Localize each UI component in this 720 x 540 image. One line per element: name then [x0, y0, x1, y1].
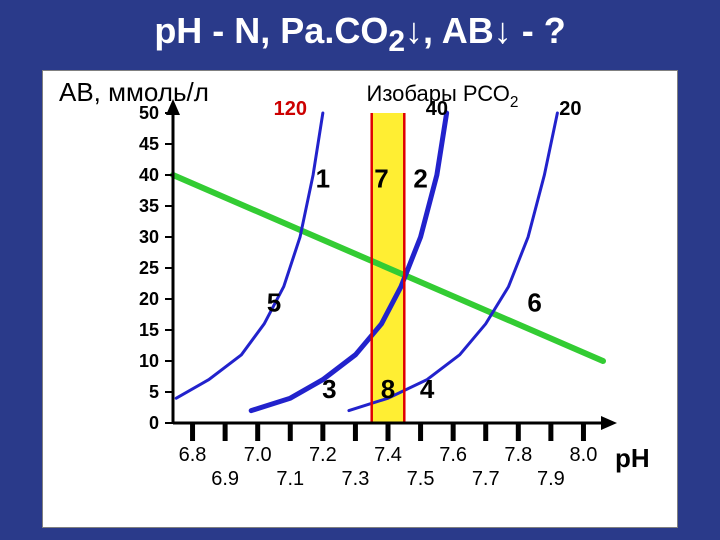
y-tick-label: 20 [139, 289, 159, 309]
region-label-7: 7 [374, 163, 388, 193]
isobar-40 [251, 113, 446, 411]
x-tick-label-minor: 7.9 [537, 468, 565, 490]
y-tick-label: 40 [139, 165, 159, 185]
region-label-8: 8 [381, 374, 395, 404]
y-tick-label: 30 [139, 227, 159, 247]
y-axis-label: AB, ммоль/л [59, 77, 209, 107]
x-tick-label-minor: 7.1 [276, 468, 304, 490]
chart-panel: 051015202530354045506.87.07.27.47.67.88.… [42, 70, 678, 528]
region-label-5: 5 [267, 287, 281, 317]
y-tick-label: 25 [139, 258, 159, 278]
x-tick-label-minor: 7.5 [407, 468, 435, 490]
davenport-chart: 051015202530354045506.87.07.27.47.67.88.… [43, 71, 679, 529]
region-label-1: 1 [316, 163, 330, 193]
slide-title: pH - N, Pa.CO2↓, AB↓ - ? [0, 10, 720, 59]
x-tick-label-minor: 7.3 [342, 468, 370, 490]
x-tick-label-major: 7.0 [244, 444, 272, 466]
x-tick-label-major: 7.6 [439, 444, 467, 466]
y-tick-label: 45 [139, 134, 159, 154]
x-axis-arrow [601, 416, 617, 430]
x-tick-label-major: 7.8 [504, 444, 532, 466]
isobar-label: 120 [274, 98, 307, 120]
x-tick-label-minor: 7.7 [472, 468, 500, 490]
region-label-2: 2 [413, 163, 427, 193]
isobar-label: 40 [426, 98, 448, 120]
region-label-3: 3 [322, 374, 336, 404]
y-tick-label: 15 [139, 320, 159, 340]
x-tick-label-minor: 6.9 [211, 468, 239, 490]
isobar-label: 20 [559, 98, 581, 120]
isobar-120 [176, 113, 323, 398]
y-tick-label: 10 [139, 351, 159, 371]
x-axis-label: pH [615, 443, 650, 473]
x-tick-label-major: 6.8 [179, 444, 207, 466]
y-tick-label: 5 [149, 382, 159, 402]
y-tick-label: 35 [139, 196, 159, 216]
slide: pH - N, Pa.CO2↓, AB↓ - ? 051015202530354… [0, 0, 720, 540]
y-tick-label: 0 [149, 413, 159, 433]
region-label-4: 4 [420, 374, 435, 404]
x-tick-label-major: 7.2 [309, 444, 337, 466]
x-tick-label-major: 7.4 [374, 444, 402, 466]
x-tick-label-major: 8.0 [570, 444, 598, 466]
region-label-6: 6 [527, 287, 541, 317]
